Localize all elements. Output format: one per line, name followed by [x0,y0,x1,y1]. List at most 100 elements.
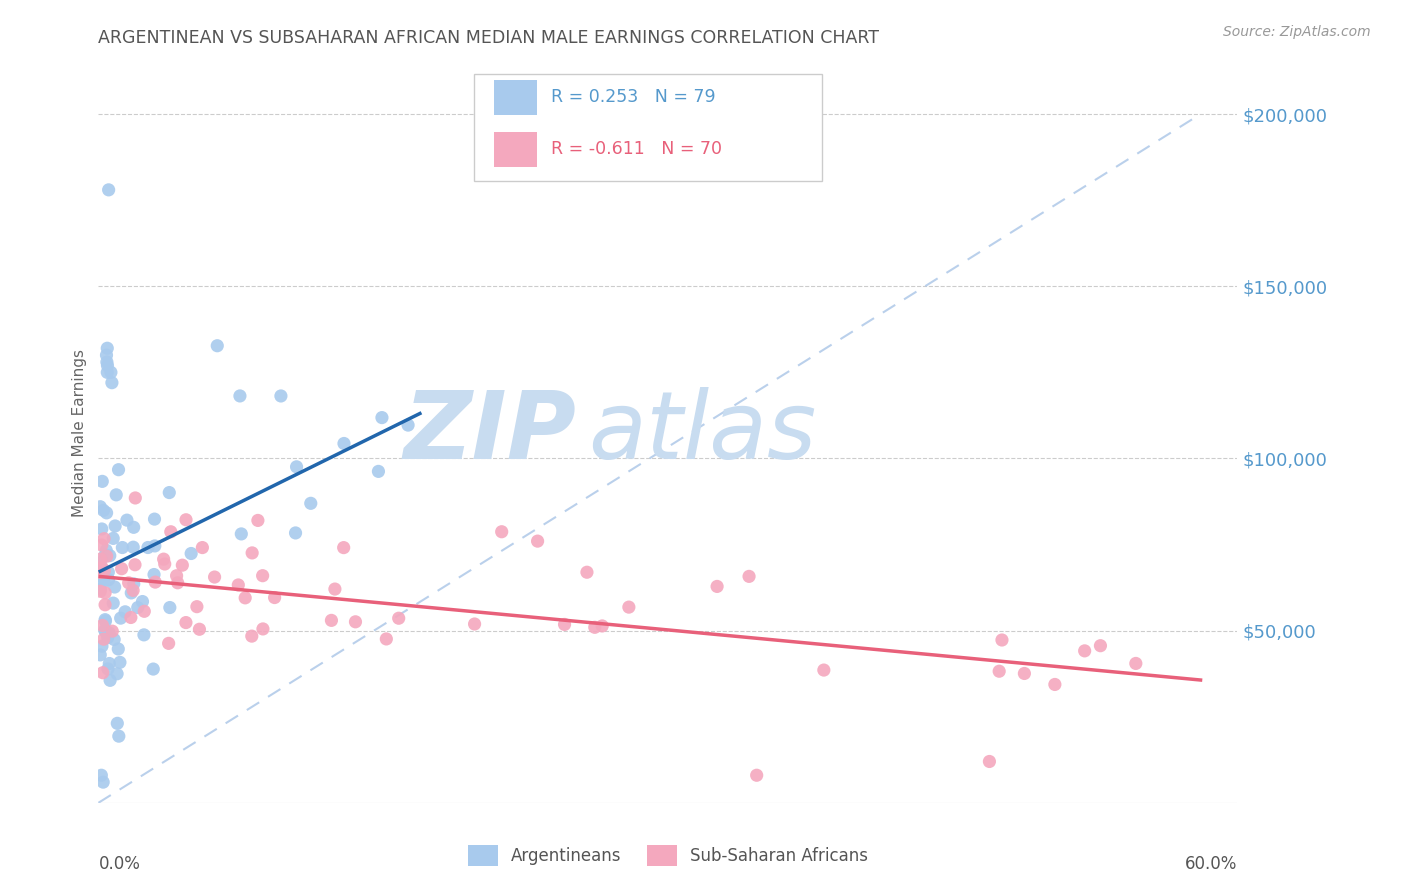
Point [174,513,197,527]
Point [132,628,155,642]
Point [90,768,112,782]
Point [263,591,285,605]
Point [89,565,111,579]
Point [98,549,121,563]
Point [105,666,128,681]
FancyBboxPatch shape [474,73,821,181]
Point [104,519,127,533]
Point [152,552,174,566]
Point [136,541,159,555]
Point [111,562,134,576]
Point [101,376,124,390]
Point [396,418,419,433]
Point [94,586,117,600]
Point [111,541,134,555]
Point [91,775,114,789]
Point [323,582,346,596]
Point [115,513,138,527]
Point [226,578,249,592]
Point [94,613,117,627]
Point [91,618,114,632]
Point [93,574,115,589]
Point [98,626,121,640]
Point [120,586,142,600]
Point [94,614,117,628]
Point [101,624,124,639]
Point [159,524,181,539]
Point [122,540,145,554]
Point [988,664,1011,678]
Point [1043,677,1066,691]
Point [89,500,111,514]
Point [90,552,112,566]
Point [96,359,118,373]
Point [120,610,142,624]
Point [103,632,125,647]
Point [321,613,343,627]
Point [706,579,728,593]
Point [174,615,197,630]
Point [270,389,292,403]
Text: R = 0.253   N = 79: R = 0.253 N = 79 [551,88,716,106]
Point [157,485,180,500]
Point [122,577,145,591]
Point [96,348,118,362]
Point [96,365,118,379]
Point [991,632,1014,647]
Point [333,436,356,450]
Text: Source: ZipAtlas.com: Source: ZipAtlas.com [1223,25,1371,39]
Point [89,556,111,570]
Point [97,183,120,197]
Point [105,488,128,502]
Point [186,599,208,614]
Point [117,575,139,590]
Point [233,591,256,605]
Point [367,464,389,478]
Point [240,629,263,643]
Point [745,768,768,782]
Point [93,532,115,546]
Point [94,624,117,638]
Point [285,459,308,474]
Point [122,520,145,534]
Text: 0.0%: 0.0% [98,855,141,872]
Point [738,569,761,583]
Point [97,573,120,587]
Point [124,491,146,505]
Point [172,558,194,573]
Point [191,541,214,555]
Point [554,617,576,632]
Point [252,622,274,636]
Point [1073,644,1095,658]
Point [97,565,120,579]
FancyBboxPatch shape [494,132,537,167]
Point [204,570,226,584]
Point [90,538,112,552]
Point [103,596,125,610]
Point [89,582,111,597]
Point [96,506,118,520]
Point [96,355,118,369]
Point [188,622,211,636]
Point [142,662,165,676]
Point [166,568,188,582]
Text: ZIP: ZIP [404,386,576,479]
Point [91,560,114,574]
Point [91,665,114,680]
Point [134,604,156,618]
Point [94,548,117,562]
Point [89,566,111,580]
Point [104,580,127,594]
Point [375,632,398,646]
Point [813,663,835,677]
Point [108,729,131,743]
Point [583,620,606,634]
Point [105,716,128,731]
Point [103,532,125,546]
Point [97,662,120,676]
Point [89,648,111,662]
Point [97,631,120,645]
Point [96,543,118,558]
Point [180,547,202,561]
Point [299,496,322,510]
